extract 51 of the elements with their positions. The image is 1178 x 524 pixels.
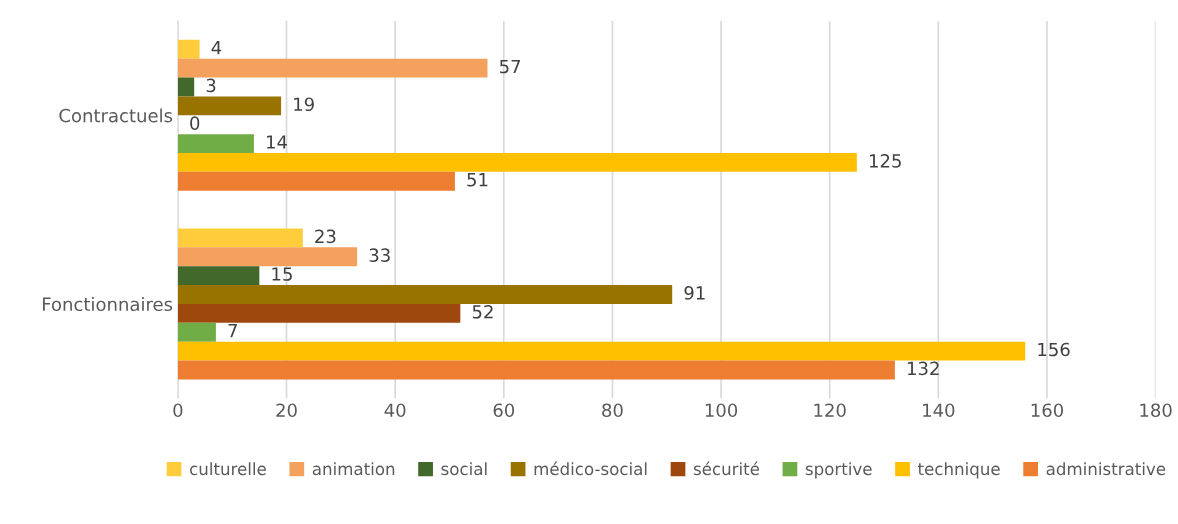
legend-label: sportive bbox=[805, 462, 872, 479]
bar bbox=[177, 171, 455, 191]
legend-label: sécurité bbox=[693, 461, 760, 476]
x-tick-label: 100 bbox=[705, 403, 738, 418]
bar bbox=[177, 228, 303, 248]
bar bbox=[177, 96, 282, 116]
data-label: 23 bbox=[315, 229, 336, 244]
data-label: 19 bbox=[294, 97, 314, 112]
legend-label: social bbox=[441, 462, 487, 476]
data-label: 51 bbox=[467, 173, 488, 187]
bar bbox=[177, 341, 1026, 361]
legend-label: culturelle bbox=[190, 462, 266, 476]
bar bbox=[177, 77, 195, 97]
legend-label: médico-social bbox=[534, 461, 647, 476]
data-label: 125 bbox=[869, 154, 901, 168]
x-tick-label: 140 bbox=[923, 403, 955, 418]
y-tick-label: Fonctionnaires bbox=[43, 297, 173, 312]
data-label: 33 bbox=[369, 248, 390, 262]
bar bbox=[177, 285, 673, 304]
data-label: 91 bbox=[684, 286, 705, 300]
data-label: 132 bbox=[907, 361, 939, 376]
bar bbox=[177, 134, 254, 154]
bar bbox=[177, 39, 200, 59]
data-label: 14 bbox=[267, 135, 287, 149]
x-tick-label: 80 bbox=[602, 403, 623, 418]
data-label: 52 bbox=[472, 304, 493, 319]
data-label: 4 bbox=[211, 41, 222, 55]
bar bbox=[177, 247, 358, 267]
bar bbox=[177, 153, 857, 172]
data-label: 156 bbox=[1038, 342, 1070, 357]
legend-label: administrative bbox=[1046, 462, 1166, 476]
x-tick-label: 0 bbox=[173, 403, 183, 418]
data-label: 0 bbox=[190, 116, 200, 130]
x-tick-label: 40 bbox=[384, 403, 406, 418]
y-tick-label: Contractuels bbox=[59, 108, 173, 123]
data-label: 57 bbox=[500, 59, 521, 74]
data-label: 7 bbox=[228, 324, 237, 338]
x-tick-label: 180 bbox=[1140, 403, 1172, 418]
data-label: 3 bbox=[206, 78, 216, 93]
legend-label: technique bbox=[917, 462, 1000, 479]
legend-label: animation bbox=[312, 462, 395, 476]
x-tick-label: 120 bbox=[814, 403, 846, 418]
bar bbox=[177, 58, 488, 78]
data-label: 15 bbox=[272, 267, 292, 281]
bar bbox=[177, 360, 895, 380]
x-tick-label: 60 bbox=[493, 403, 515, 418]
bar bbox=[177, 322, 216, 342]
bar bbox=[177, 303, 461, 323]
bar bbox=[177, 266, 260, 286]
x-tick-label: 160 bbox=[1031, 403, 1064, 418]
x-tick-label: 20 bbox=[276, 403, 297, 418]
